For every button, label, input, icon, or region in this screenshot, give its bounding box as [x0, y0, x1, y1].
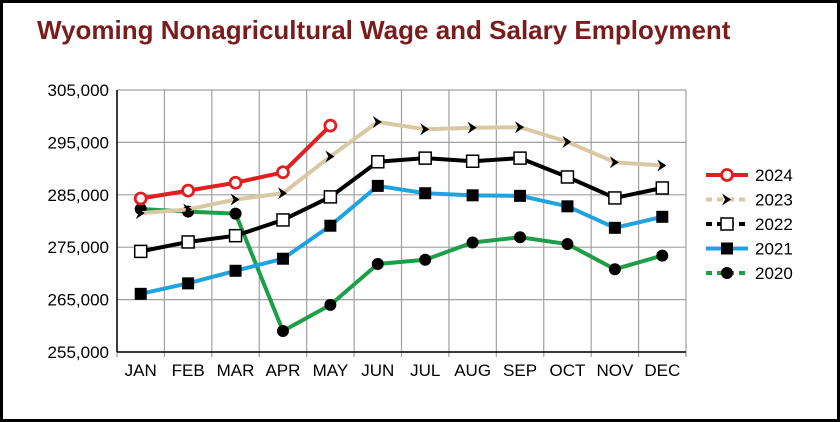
data-point-2022	[513, 151, 527, 165]
data-point-2020	[229, 207, 242, 220]
data-point-2023	[230, 193, 240, 206]
data-point-2022	[465, 154, 480, 169]
data-point-2023	[277, 187, 287, 200]
data-point-2020	[466, 236, 479, 249]
data-point-2021	[561, 200, 574, 213]
data-point-2024	[276, 165, 290, 180]
data-point-2022	[228, 228, 243, 243]
data-point-2021	[371, 179, 384, 192]
data-point-2023	[420, 123, 430, 136]
data-point-2020	[276, 325, 289, 338]
series-line-2021	[140, 183, 663, 296]
data-point-2024	[228, 175, 243, 190]
x-tick-label: OCT	[550, 361, 586, 380]
data-point-2020	[656, 249, 669, 262]
data-point-2020	[608, 263, 621, 276]
legend-marker-2024	[720, 168, 734, 182]
data-point-2021	[656, 210, 669, 223]
data-point-2021	[608, 221, 621, 234]
data-point-2022	[608, 191, 622, 205]
data-point-2023	[325, 150, 335, 163]
data-point-2023	[183, 203, 193, 216]
data-point-2024	[181, 183, 196, 198]
x-tick-label: JUL	[410, 361, 440, 380]
chart-title: Wyoming Nonagricultural Wage and Salary …	[37, 15, 731, 45]
data-point-2020	[514, 231, 527, 244]
x-tick-label: MAR	[217, 361, 255, 380]
legend-label-2022: 2022	[755, 215, 793, 234]
series-line-2020	[140, 206, 663, 334]
data-point-2020	[561, 238, 574, 251]
x-tick-label: JAN	[125, 361, 157, 380]
legend-marker-2020	[721, 267, 733, 279]
data-point-2022	[276, 213, 290, 227]
legend-label-2020: 2020	[755, 264, 793, 283]
data-point-2023	[609, 156, 619, 169]
data-point-2022	[655, 181, 670, 195]
data-point-2023	[372, 115, 382, 128]
data-point-2022	[560, 170, 575, 184]
x-tick-label: APR	[265, 361, 300, 380]
data-point-2020	[419, 253, 432, 266]
data-point-2022	[323, 190, 338, 204]
data-point-2020	[371, 257, 384, 270]
data-point-2023	[657, 159, 667, 172]
y-tick-label: 265,000	[48, 291, 109, 310]
x-tick-label: FEB	[172, 361, 205, 380]
data-point-2021	[514, 189, 527, 202]
data-point-2022	[133, 244, 148, 259]
x-tick-label: NOV	[596, 361, 634, 380]
data-point-2023	[562, 135, 572, 148]
x-tick-label: AUG	[454, 361, 491, 380]
x-tick-label: JUN	[361, 361, 394, 380]
x-tick-label: SEP	[503, 361, 537, 380]
series-line-2023	[140, 119, 663, 216]
x-tick-label: DEC	[644, 361, 680, 380]
data-point-2023	[467, 121, 477, 134]
chart-plot: 255,000 265,000 275,000 285,000 295,000 305,0…	[48, 81, 793, 380]
data-point-2022	[418, 151, 432, 165]
legend-label-2023: 2023	[755, 191, 793, 210]
y-tick-label: 255,000	[48, 343, 109, 362]
data-point-2021	[182, 277, 195, 290]
legend-label-2024: 2024	[755, 166, 793, 185]
y-tick-label: 305,000	[48, 81, 109, 100]
data-point-2020	[324, 298, 337, 311]
legend-marker-2023	[722, 193, 731, 206]
data-point-2022	[371, 155, 385, 169]
data-point-2021	[419, 187, 432, 200]
data-point-2021	[229, 264, 242, 277]
data-point-2021	[276, 252, 289, 265]
y-tick-label: 295,000	[48, 133, 109, 152]
data-point-2021	[134, 287, 147, 300]
data-point-2022	[181, 235, 195, 249]
y-tick-label: 285,000	[48, 186, 109, 205]
data-point-2021	[324, 219, 337, 232]
series-line-2022	[140, 156, 663, 254]
x-tick-label: MAY	[313, 361, 349, 380]
data-point-2024	[323, 118, 338, 133]
legend-label-2021: 2021	[755, 240, 793, 259]
data-point-2021	[466, 189, 479, 202]
data-point-2023	[135, 207, 145, 220]
legend-marker-2022	[720, 217, 734, 231]
y-tick-label: 275,000	[48, 238, 109, 257]
legend-marker-2021	[721, 242, 733, 255]
data-point-2024	[133, 191, 148, 206]
data-point-2023	[515, 121, 525, 134]
